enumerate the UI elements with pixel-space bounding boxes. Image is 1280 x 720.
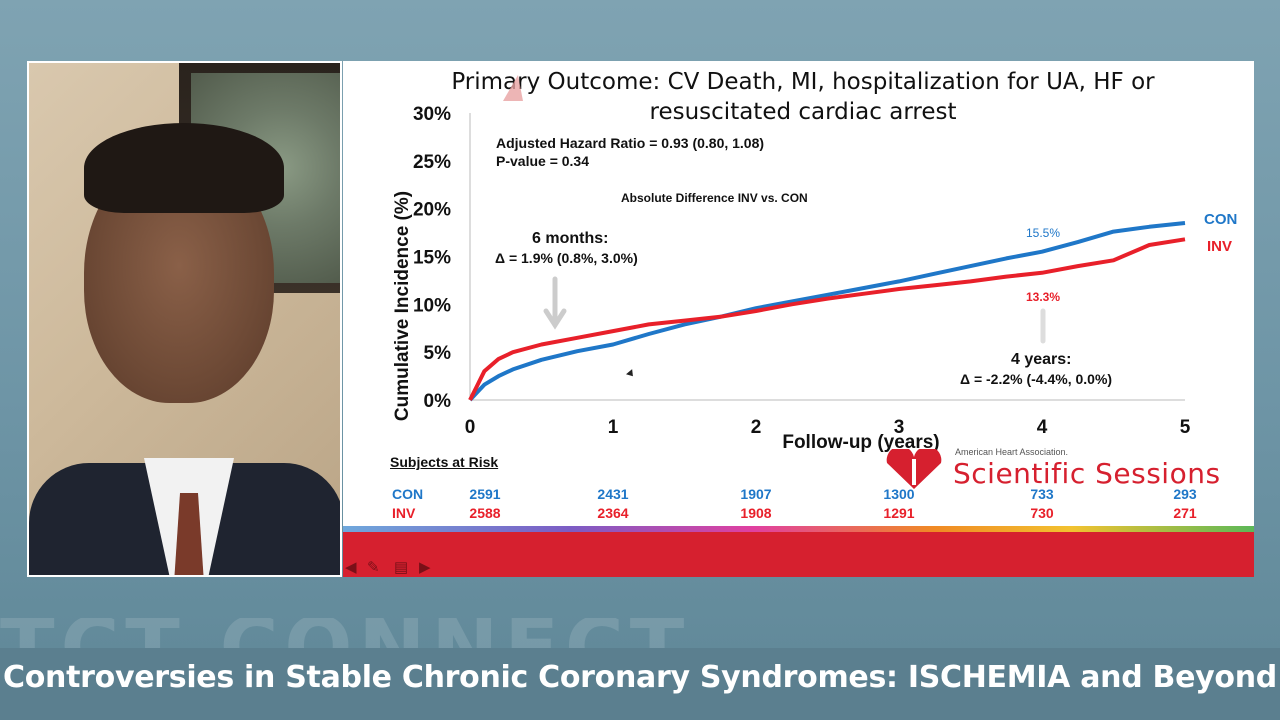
legend-label-inv: INV xyxy=(1207,238,1232,255)
y-tick-label: 30% xyxy=(413,104,451,125)
km-chart: 0% 5% 10% 15% 20% 25% 30% 0 1 2 3 4 5 Cumulative Inci… xyxy=(392,75,1237,453)
con-4yr-value: 15.5% xyxy=(1026,226,1060,240)
risk-value: 271 xyxy=(1173,505,1197,521)
x-tick-label: 5 xyxy=(1180,417,1191,438)
bottom-band xyxy=(0,648,1280,720)
risk-value: 2431 xyxy=(597,486,629,502)
y-tick-label: 25% xyxy=(413,152,451,173)
slide-title: Primary Outcome: CV Death, MI, hospitali… xyxy=(423,67,1183,127)
series-line-inv xyxy=(468,237,1186,401)
six-months-delta: Δ = 1.9% (0.8%, 3.0%) xyxy=(495,250,638,266)
y-tick-label: 5% xyxy=(424,343,452,364)
risk-table-title: Subjects at Risk xyxy=(390,454,499,470)
y-tick-label: 15% xyxy=(413,248,451,269)
risk-value: 733 xyxy=(1030,486,1054,502)
p-value-text: P-value = 0.34 xyxy=(496,153,589,169)
risk-value: 2591 xyxy=(469,486,501,502)
risk-value: 293 xyxy=(1173,486,1197,502)
risk-value: 2364 xyxy=(597,505,629,521)
x-axis-label: Follow-up (years) xyxy=(782,432,939,453)
risk-row-label: INV xyxy=(392,505,416,521)
y-tick-label: 10% xyxy=(413,295,451,316)
inv-4yr-value: 13.3% xyxy=(1026,290,1060,304)
title-accent-shape xyxy=(503,75,523,101)
aha-name: American Heart Association. xyxy=(955,447,1069,457)
hazard-ratio-text: Adjusted Hazard Ratio = 0.93 (0.80, 1.08… xyxy=(496,135,764,151)
risk-value: 730 xyxy=(1030,505,1054,521)
six-month-arrow-icon xyxy=(543,276,567,330)
next-slide-icon[interactable]: ▶ xyxy=(419,559,431,576)
slide-title-line-2: resuscitated cardiac arrest xyxy=(649,99,957,125)
color-stripe xyxy=(343,526,1254,532)
aha-scientific-sessions: Scientific Sessions xyxy=(953,457,1221,490)
footer-bar xyxy=(343,532,1254,577)
slide-title-line-1: Primary Outcome: CV Death, MI, hospitali… xyxy=(451,69,1155,95)
x-tick-label: 2 xyxy=(751,417,762,438)
risk-value: 2588 xyxy=(469,505,501,521)
y-tick-label: 0% xyxy=(424,391,452,412)
four-years-delta: Δ = -2.2% (-4.4%, 0.0%) xyxy=(960,371,1112,387)
x-tick-label: 3 xyxy=(894,417,905,438)
aha-heart-icon xyxy=(886,449,942,489)
abs-diff-header: Absolute Difference INV vs. CON xyxy=(621,191,808,205)
risk-value: 1908 xyxy=(740,505,772,521)
prev-slide-icon[interactable]: ◀ xyxy=(345,559,357,576)
y-axis-label: Cumulative Incidence (%) xyxy=(392,191,413,421)
x-tick-label: 0 xyxy=(465,417,476,438)
four-years-label: 4 years: xyxy=(1011,351,1072,368)
speaker-webcam xyxy=(27,61,342,577)
session-title: Controversies in Stable Chronic Coronary… xyxy=(3,660,1277,695)
menu-icon[interactable]: ▤ xyxy=(394,559,409,576)
presentation-slide: Primary Outcome: CV Death, MI, hospitali… xyxy=(343,61,1254,577)
speaker-hair xyxy=(84,123,284,213)
pen-icon[interactable]: ✎ xyxy=(367,559,380,576)
x-tick-label: 4 xyxy=(1037,417,1048,438)
risk-value: 1291 xyxy=(883,505,915,521)
risk-value: 1300 xyxy=(883,486,915,502)
y-tick-label: 20% xyxy=(413,200,451,221)
six-months-label: 6 months: xyxy=(532,230,608,247)
risk-row-label: CON xyxy=(392,486,424,502)
x-tick-label: 1 xyxy=(608,417,619,438)
series-line-con xyxy=(468,221,1186,402)
risk-value: 1907 xyxy=(740,486,772,502)
legend-label-con: CON xyxy=(1204,211,1237,228)
